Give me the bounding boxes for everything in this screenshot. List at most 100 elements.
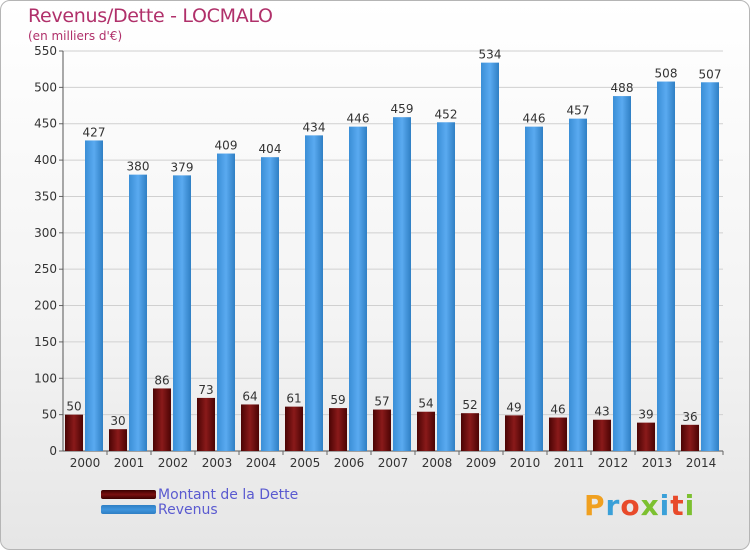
y-tick-label: 550 <box>34 44 57 58</box>
data-label-revenus: 446 <box>523 112 546 126</box>
bar-dette <box>417 411 435 451</box>
legend-swatch-dette <box>101 490 156 499</box>
data-label-revenus: 379 <box>171 160 194 174</box>
x-tick-label: 2004 <box>246 456 277 470</box>
data-label-revenus: 459 <box>391 102 414 116</box>
data-label-dette: 86 <box>154 373 169 387</box>
data-label-revenus: 409 <box>215 139 238 153</box>
y-tick-label: 400 <box>34 153 57 167</box>
data-label-dette: 61 <box>286 392 301 406</box>
bar-revenus <box>613 96 631 451</box>
x-tick-label: 2000 <box>70 456 101 470</box>
y-tick-label: 500 <box>34 80 57 94</box>
bar-dette <box>329 408 347 451</box>
data-label-dette: 36 <box>682 410 697 424</box>
data-label-dette: 64 <box>242 389 257 403</box>
data-label-revenus: 446 <box>347 112 370 126</box>
bar-revenus <box>701 82 719 451</box>
logo-letter: r <box>605 489 621 522</box>
x-tick-label: 2014 <box>686 456 717 470</box>
legend-label-revenus: Revenus <box>158 501 218 518</box>
logo-letter: x <box>640 489 660 522</box>
logo-letter: o <box>620 489 641 522</box>
data-label-dette: 43 <box>594 405 609 419</box>
data-label-revenus: 380 <box>127 160 150 174</box>
y-tick-label: 100 <box>34 371 57 385</box>
logo-letter: i <box>684 489 696 522</box>
x-tick-label: 2010 <box>510 456 541 470</box>
data-label-revenus: 508 <box>655 67 678 81</box>
x-tick-label: 2005 <box>290 456 321 470</box>
bar-revenus <box>217 153 235 451</box>
bar-revenus <box>569 118 587 452</box>
data-label-dette: 57 <box>374 395 389 409</box>
logo-letter: t <box>670 489 685 522</box>
bar-revenus <box>657 81 675 451</box>
bar-revenus <box>129 174 147 452</box>
legend-label-dette: Montant de la Dette <box>158 486 299 503</box>
y-tick-label: 450 <box>34 117 57 131</box>
data-label-dette: 54 <box>418 397 433 411</box>
y-tick-label: 50 <box>42 408 57 422</box>
proxiti-logo: Proxiti <box>584 489 695 522</box>
data-label-dette: 73 <box>198 383 213 397</box>
data-label-revenus: 434 <box>303 120 326 134</box>
bar-dette <box>681 424 699 451</box>
y-tick-label: 150 <box>34 335 57 349</box>
data-label-revenus: 507 <box>699 67 722 81</box>
bar-dette <box>593 419 611 451</box>
x-tick-label: 2003 <box>202 456 233 470</box>
data-label-dette: 59 <box>330 393 345 407</box>
bar-dette <box>549 417 567 451</box>
x-tick-label: 2011 <box>554 456 585 470</box>
data-label-revenus: 488 <box>611 81 634 95</box>
data-label-revenus: 457 <box>567 104 590 118</box>
data-label-dette: 49 <box>506 400 521 414</box>
x-tick-label: 2007 <box>378 456 409 470</box>
bar-dette <box>505 415 523 451</box>
bar-dette <box>109 429 127 451</box>
legend: Montant de la Dette Revenus <box>101 486 299 518</box>
bar-revenus <box>525 126 543 452</box>
y-tick-label: 0 <box>49 444 57 458</box>
bar-revenus <box>393 117 411 451</box>
x-tick-label: 2013 <box>642 456 673 470</box>
bar-dette <box>197 397 215 451</box>
legend-item-dette: Montant de la Dette <box>101 486 299 503</box>
x-tick-label: 2012 <box>598 456 629 470</box>
logo-letter: i <box>659 489 671 522</box>
x-tick-label: 2001 <box>114 456 145 470</box>
y-tick-label: 300 <box>34 226 57 240</box>
legend-item-revenus: Revenus <box>101 501 298 518</box>
y-tick-label: 200 <box>34 299 57 313</box>
bar-dette <box>461 413 479 451</box>
bar-revenus <box>173 175 191 451</box>
x-tick-label: 2002 <box>158 456 189 470</box>
x-tick-label: 2009 <box>466 456 497 470</box>
bar-revenus <box>437 122 455 451</box>
chart-subtitle: (en milliers d'€) <box>28 29 123 43</box>
chart-title: Revenus/Dette - LOCMALO <box>28 5 273 27</box>
bar-dette <box>637 422 655 451</box>
data-label-revenus: 404 <box>259 142 282 156</box>
data-label-dette: 39 <box>638 408 653 422</box>
data-label-revenus: 534 <box>479 48 502 62</box>
logo-letter: P <box>584 489 606 522</box>
data-label-dette: 30 <box>110 414 125 428</box>
data-label-revenus: 427 <box>83 125 106 139</box>
bar-revenus <box>481 62 499 452</box>
y-tick-label: 250 <box>34 262 57 276</box>
bar-dette <box>285 406 303 451</box>
bar-dette <box>241 404 259 451</box>
bar-dette <box>373 409 391 451</box>
bar-dette <box>153 388 171 451</box>
x-tick-label: 2008 <box>422 456 453 470</box>
data-label-dette: 52 <box>462 398 477 412</box>
bar-dette <box>65 414 83 451</box>
y-tick-label: 350 <box>34 189 57 203</box>
bar-revenus <box>349 126 367 452</box>
bar-revenus <box>261 157 279 451</box>
data-label-dette: 46 <box>550 403 565 417</box>
